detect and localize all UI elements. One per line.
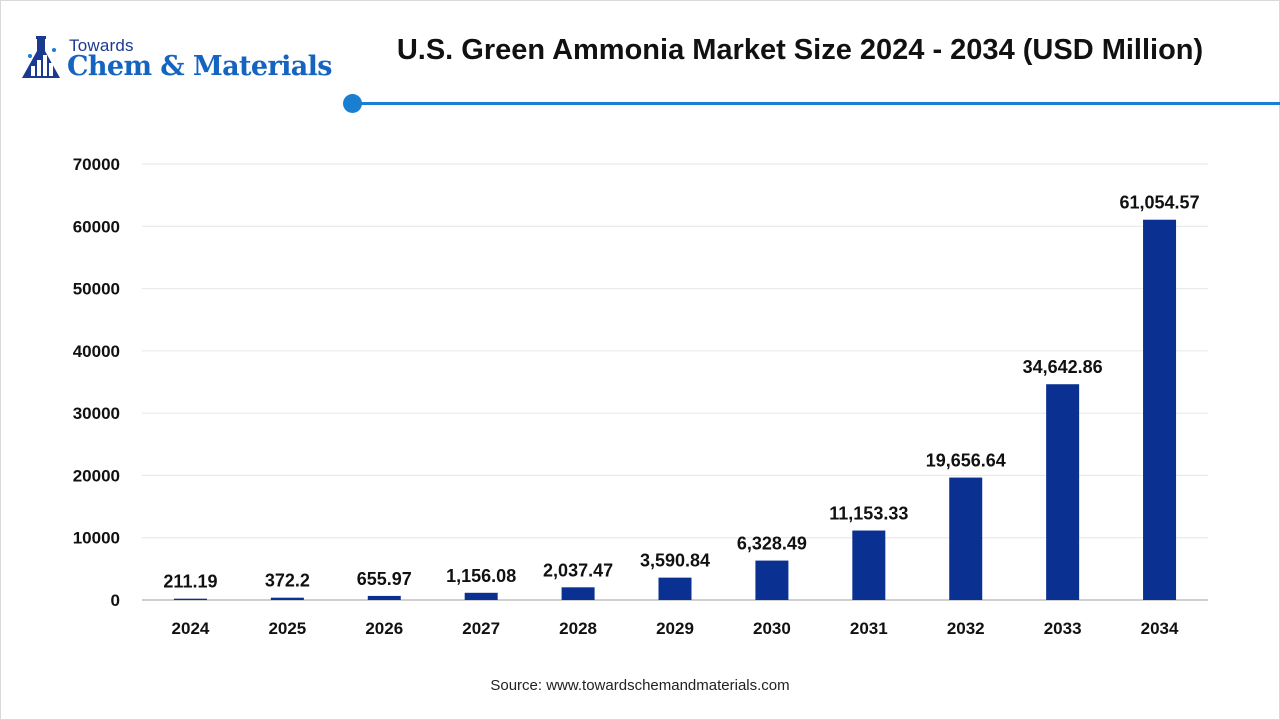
bar (561, 587, 595, 600)
data-label: 2,037.47 (543, 560, 613, 580)
bar (464, 592, 498, 600)
x-tick-label: 2031 (850, 619, 888, 638)
data-label: 3,590.84 (640, 551, 710, 571)
source-note: Source: www.towardschemandmaterials.com (490, 677, 790, 694)
y-tick-label: 30000 (73, 404, 120, 423)
brand-logo: Towards Chem & Materials (22, 34, 342, 86)
y-tick-label: 40000 (73, 342, 120, 361)
data-label: 655.97 (357, 569, 412, 589)
x-tick-label: 2029 (656, 619, 694, 638)
bar (367, 595, 401, 600)
data-label: 19,656.64 (926, 451, 1006, 471)
data-label: 372.2 (265, 571, 310, 591)
y-tick-label: 50000 (73, 280, 120, 299)
x-tick-label: 2025 (268, 619, 306, 638)
data-label: 6,328.49 (737, 534, 807, 554)
y-tick-label: 20000 (73, 466, 120, 485)
bar (173, 598, 207, 600)
y-tick-label: 10000 (73, 529, 120, 548)
data-label: 61,054.57 (1120, 193, 1200, 213)
x-tick-label: 2032 (947, 619, 985, 638)
x-tick-label: 2024 (172, 619, 210, 638)
logo-main-text: Chem & Materials (67, 51, 333, 82)
data-label: 211.19 (163, 572, 217, 592)
x-tick-label: 2027 (462, 619, 500, 638)
bar (949, 477, 983, 600)
bar (1143, 219, 1177, 600)
title-underline (352, 102, 1280, 105)
chart-title: U.S. Green Ammonia Market Size 2024 - 20… (396, 34, 1204, 66)
x-tick-label: 2026 (365, 619, 403, 638)
data-label: 11,153.33 (829, 504, 908, 524)
data-label: 34,642.86 (1023, 357, 1103, 377)
bar (755, 560, 789, 600)
x-tick-label: 2030 (753, 619, 791, 638)
x-tick-label: 2034 (1141, 619, 1179, 638)
flask-chart-icon (22, 36, 60, 78)
bar (852, 530, 886, 600)
bar (658, 577, 692, 600)
x-tick-label: 2028 (559, 619, 597, 638)
x-tick-label: 2033 (1044, 619, 1082, 638)
bar (270, 597, 304, 600)
y-tick-label: 70000 (73, 155, 120, 174)
y-tick-label: 60000 (73, 217, 120, 236)
title-underline-dot (343, 94, 362, 113)
bar (1046, 384, 1080, 600)
logo-top-text: Towards (69, 36, 134, 55)
data-label: 1,156.08 (446, 566, 516, 586)
y-tick-label: 0 (111, 591, 120, 610)
